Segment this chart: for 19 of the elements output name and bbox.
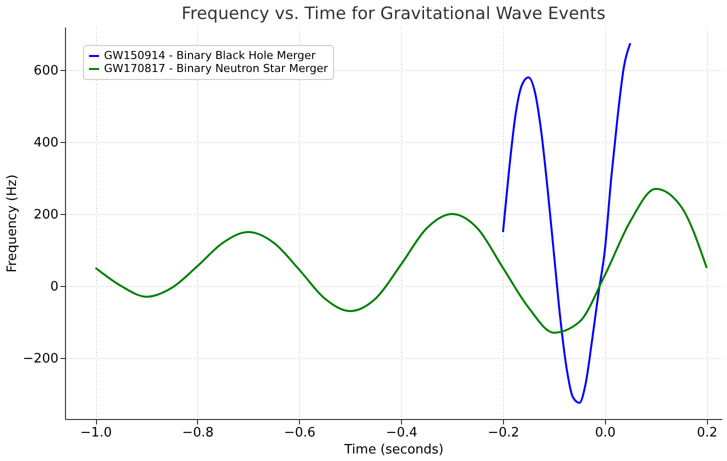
- y-tick-label: 600: [34, 64, 58, 79]
- legend-label: GW170817 - Binary Neutron Star Merger: [104, 62, 328, 75]
- chart-title: Frequency vs. Time for Gravitational Wave Events: [182, 4, 606, 24]
- legend-label: GW150914 - Binary Black Hole Merger: [104, 49, 316, 62]
- line-series: [502, 42, 632, 404]
- x-tick-label: −0.4: [386, 426, 418, 440]
- x-tick-label: 0.2: [696, 426, 718, 440]
- x-tick-label: −0.6: [284, 426, 316, 440]
- line-series: [94, 188, 708, 334]
- y-axis-title: Frequency (Hz): [4, 174, 20, 273]
- x-axis-title: Time (seconds): [343, 442, 444, 458]
- x-tick-label: −0.2: [488, 426, 520, 440]
- y-tick-label: −200: [22, 351, 58, 366]
- x-tick-label: −1.0: [80, 426, 112, 440]
- x-tick-label: 0.0: [595, 426, 616, 440]
- y-tick-label: 200: [34, 208, 58, 223]
- y-tick-label: 0: [50, 279, 58, 294]
- y-tick-label: 400: [34, 136, 58, 151]
- x-tick-label: −0.8: [182, 426, 214, 440]
